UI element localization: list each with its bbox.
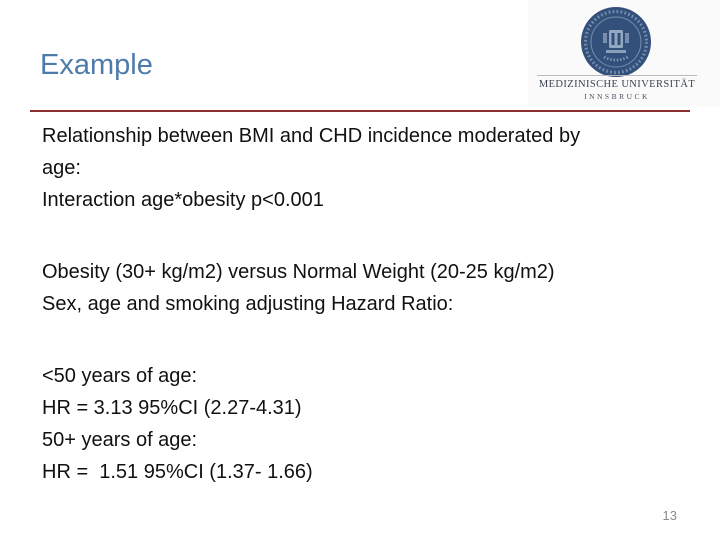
- text-line: <50 years of age:: [42, 365, 198, 387]
- slide-title: Example: [40, 49, 153, 81]
- text-line: HR = 3.13 95%CI (2.27-4.31): [42, 397, 302, 419]
- text-line: age:: [42, 157, 81, 179]
- university-city: INNSBRUCK: [584, 92, 650, 101]
- university-logo: MEDIZINISCHE UNIVERSITÄT INNSBRUCK: [528, 0, 720, 106]
- text-line: 50+ years of age:: [42, 429, 198, 451]
- text-line: Obesity (30+ kg/m2) versus Normal Weight…: [42, 261, 555, 283]
- slide-body: Relationship between BMI and CHD inciden…: [42, 120, 672, 528]
- text-line: Relationship between BMI and CHD inciden…: [42, 125, 581, 147]
- text-line: Interaction age*obesity p<0.001: [42, 189, 324, 211]
- title-divider-line: [30, 110, 690, 112]
- paragraph: <50 years of age: HR = 3.13 95%CI (2.27-4…: [42, 360, 672, 488]
- text-line: Sex, age and smoking adjusting Hazard Ra…: [42, 293, 454, 315]
- paragraph: Obesity (30+ kg/m2) versus Normal Weight…: [42, 256, 672, 320]
- page-number: 13: [662, 508, 677, 523]
- logo-divider-line: [537, 75, 697, 76]
- text-line: HR = 1.51 95%CI (1.37- 1.66): [42, 461, 313, 483]
- university-seal-icon: [581, 7, 651, 77]
- university-name: MEDIZINISCHE UNIVERSITÄT: [538, 79, 696, 90]
- paragraph: Relationship between BMI and CHD inciden…: [42, 120, 672, 216]
